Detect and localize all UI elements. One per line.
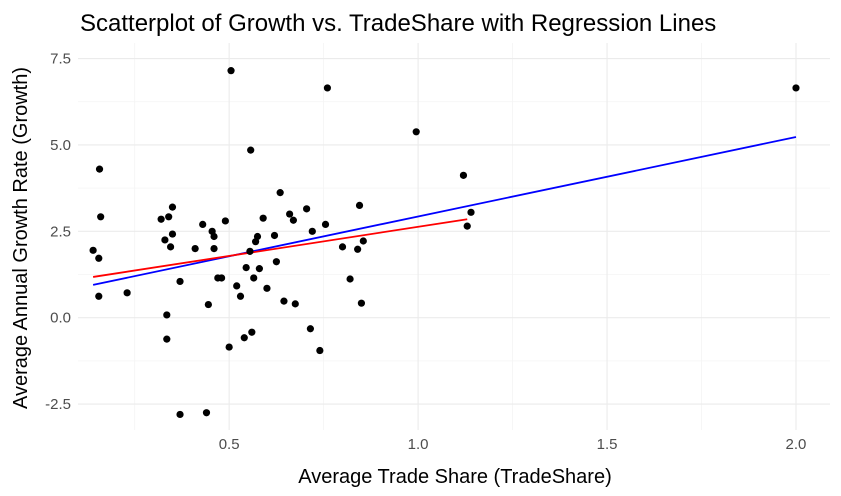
data-point — [95, 292, 103, 300]
y-tick-label: 0.0 — [50, 310, 71, 327]
y-axis-title: Average Annual Growth Rate (Growth) — [10, 67, 32, 409]
data-point — [202, 409, 211, 417]
data-point — [95, 254, 103, 262]
data-point — [359, 237, 367, 245]
data-point — [242, 263, 250, 272]
data-point — [191, 244, 199, 253]
data-point — [225, 343, 233, 351]
data-point — [176, 410, 184, 419]
data-points — [89, 67, 800, 419]
data-point — [357, 299, 366, 307]
regression-line-blue — [92, 136, 797, 286]
data-point — [227, 67, 235, 75]
y-tick-label: -2.5 — [45, 396, 71, 413]
data-point — [204, 300, 212, 309]
data-point — [467, 208, 475, 216]
data-point — [270, 231, 279, 240]
x-tick-label: 0.5 — [219, 436, 240, 453]
x-tick-label: 2.0 — [786, 436, 807, 453]
data-point — [157, 215, 165, 223]
data-point — [306, 325, 315, 333]
data-point — [289, 216, 297, 224]
data-point — [263, 284, 271, 292]
x-tick-label: 1.0 — [408, 436, 429, 453]
x-tick-label: 1.5 — [597, 436, 618, 453]
data-point — [168, 230, 177, 238]
x-axis-ticks: 0.5 1.0 1.5 2.0 — [219, 436, 807, 453]
data-point — [166, 243, 175, 251]
y-axis-ticks: -2.5 0.0 2.5 5.0 7.5 — [45, 51, 71, 414]
data-point — [259, 214, 267, 222]
data-point — [161, 236, 169, 244]
data-point — [355, 201, 364, 210]
data-point — [221, 217, 229, 225]
data-point — [354, 245, 362, 253]
data-point — [233, 282, 241, 290]
data-point — [463, 222, 471, 230]
regression-lines — [92, 136, 797, 286]
data-point — [250, 274, 258, 282]
data-point — [247, 146, 255, 154]
data-point — [276, 189, 284, 197]
data-point — [163, 311, 171, 319]
data-point — [97, 213, 105, 221]
data-point — [323, 84, 332, 92]
grid — [78, 43, 830, 430]
data-point — [163, 335, 171, 343]
y-tick-label: 7.5 — [50, 51, 71, 68]
data-point — [316, 346, 324, 355]
data-point — [308, 227, 316, 235]
data-point — [89, 246, 97, 254]
data-point — [346, 275, 354, 283]
data-point — [280, 297, 288, 305]
data-point — [253, 232, 262, 241]
y-tick-label: 2.5 — [50, 223, 71, 240]
data-point — [246, 247, 254, 255]
data-point — [255, 265, 263, 273]
regression-line-red — [92, 218, 468, 278]
data-point — [217, 274, 226, 282]
data-point — [792, 84, 800, 92]
data-point — [286, 210, 294, 218]
data-point — [412, 128, 420, 136]
x-axis-title: Average Trade Share (TradeShare) — [298, 466, 612, 488]
data-point — [321, 220, 330, 229]
data-point — [176, 277, 184, 286]
data-point — [248, 328, 256, 336]
data-point — [95, 165, 104, 173]
data-point — [291, 300, 299, 308]
data-point — [165, 213, 173, 221]
data-point — [236, 292, 245, 300]
data-point — [240, 334, 248, 342]
chart-title: Scatterplot of Growth vs. TradeShare wit… — [80, 10, 716, 37]
y-tick-label: 5.0 — [50, 137, 71, 154]
data-point — [199, 220, 207, 229]
data-point — [123, 289, 131, 297]
data-point — [303, 205, 311, 213]
data-point — [210, 244, 218, 253]
data-point — [210, 232, 218, 241]
data-point — [168, 203, 177, 211]
data-point — [459, 171, 468, 179]
data-point — [338, 243, 347, 251]
data-point — [272, 258, 280, 266]
